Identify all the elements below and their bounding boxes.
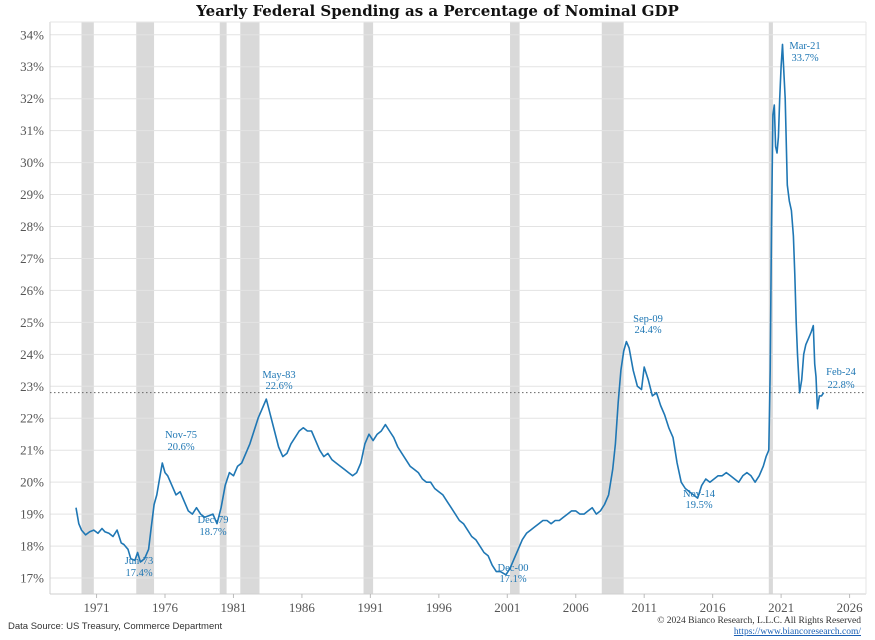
y-tick-label: 32% (20, 91, 44, 106)
copyright-text: © 2024 Bianco Research, L.L.C. All Right… (657, 616, 861, 626)
x-tick-label: 1991 (357, 600, 383, 615)
y-tick-label: 25% (20, 315, 44, 330)
x-tick-label: 1996 (426, 600, 453, 615)
annotation-nov-14: Nov-14 19.5% (683, 489, 716, 511)
annotation-value: 33.7% (791, 53, 818, 64)
y-tick-label: 31% (20, 123, 44, 138)
annotation-value: 17.1% (499, 574, 526, 585)
x-tick-label: 2021 (768, 600, 794, 615)
annotation-dec-00: Dec-00 17.1% (498, 563, 529, 585)
annotation-nov-75: Nov-75 20.6% (165, 430, 197, 453)
data-source-note: Data Source: US Treasury, Commerce Depar… (8, 621, 223, 632)
annotation-jun-73: Jun-73 17.4% (125, 556, 154, 579)
gridlines (50, 34, 866, 579)
x-tick-label: 2001 (494, 600, 520, 615)
annotation-date: Dec-00 (498, 563, 529, 574)
y-tick-label: 33% (20, 59, 44, 74)
y-tick-label: 22% (20, 411, 44, 426)
annotation-value: 22.6% (265, 381, 292, 392)
annotation-value: 20.6% (167, 442, 194, 453)
annotation-date: Jun-73 (125, 556, 154, 567)
annotation-value: 17.4% (125, 568, 152, 579)
annotation-value: 19.5% (685, 500, 712, 511)
recession-band (219, 22, 227, 594)
recession-bands (81, 22, 773, 594)
annotation-date: Feb-24 (826, 367, 856, 378)
annotation-date: May-83 (262, 370, 295, 381)
recession-band (510, 22, 520, 594)
y-tick-label: 21% (20, 443, 44, 458)
y-tick-label: 24% (20, 347, 44, 362)
annotation-date: Dec-79 (198, 515, 229, 526)
chart-title: Yearly Federal Spending as a Percentage … (196, 2, 679, 20)
y-tick-label: 19% (20, 507, 44, 522)
tick-labels: 17% 18% 19% 20% 21% 22% 23% 24% 25% 26% 27% 28% 29% 3… (20, 27, 863, 615)
x-tick-label: 1976 (152, 600, 179, 615)
annotation-date: Nov-14 (683, 489, 716, 500)
recession-band (240, 22, 260, 594)
x-tick-label: 2011 (631, 600, 657, 615)
y-tick-label: 34% (20, 27, 44, 42)
y-tick-label: 18% (20, 539, 44, 554)
annotation-value: 22.8% (827, 380, 854, 391)
recession-band (136, 22, 155, 594)
annotation-value: 18.7% (199, 527, 226, 538)
axes (49, 21, 867, 598)
x-tick-label: 2026 (837, 600, 864, 615)
series (75, 43, 825, 576)
x-tick-label: 2006 (563, 600, 590, 615)
footer-credits: © 2024 Bianco Research, L.L.C. All Right… (657, 616, 861, 638)
recession-band (81, 22, 94, 594)
annotation-mar-21: Mar-21 33.7% (789, 41, 820, 64)
recession-band (601, 22, 624, 594)
series-line (75, 43, 825, 576)
annotation-date: Mar-21 (789, 41, 820, 52)
y-tick-label: 17% (20, 571, 44, 586)
annotation-date: Sep-09 (633, 314, 663, 325)
annotation-value: 24.4% (634, 325, 661, 336)
annotation-dec-79: Dec-79 18.7% (198, 515, 229, 538)
annotation-sep-09: Sep-09 24.4% (633, 314, 663, 336)
x-tick-label: 1986 (289, 600, 316, 615)
annotation-feb-24: Feb-24 22.8% (826, 367, 856, 391)
y-tick-label: 20% (20, 475, 44, 490)
recession-band (363, 22, 374, 594)
y-tick-label: 26% (20, 283, 44, 298)
annotation-date: Nov-75 (165, 430, 197, 441)
y-tick-label: 27% (20, 251, 44, 266)
y-tick-label: 23% (20, 379, 44, 394)
x-tick-label: 1981 (220, 600, 246, 615)
y-tick-label: 28% (20, 219, 44, 234)
y-tick-label: 30% (20, 155, 44, 170)
website-link[interactable]: https://www.biancoresearch.com/ (733, 627, 861, 637)
x-tick-label: 1971 (84, 600, 110, 615)
x-tick-label: 2016 (700, 600, 727, 615)
annotation-may-83: May-83 22.6% (262, 370, 295, 392)
y-tick-label: 29% (20, 187, 44, 202)
